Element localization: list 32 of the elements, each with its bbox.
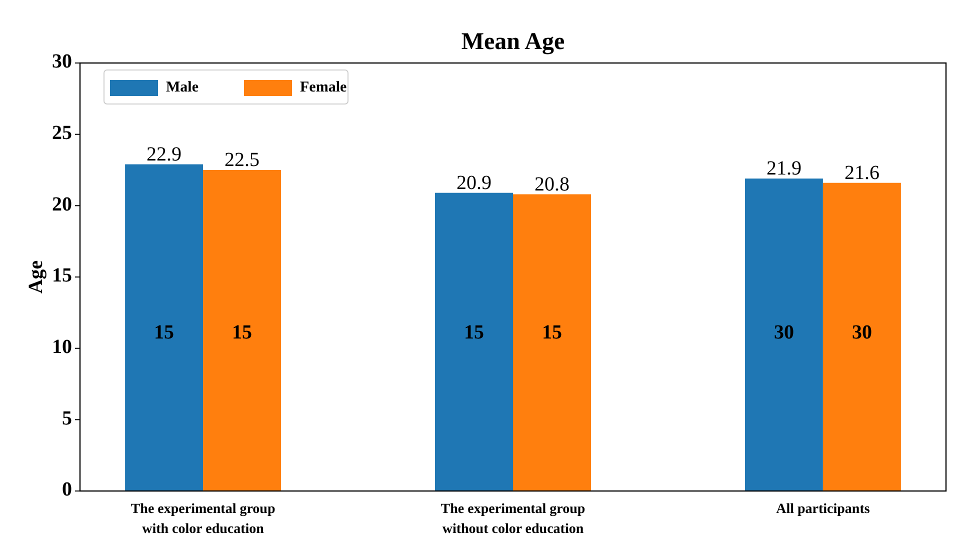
chart-title: Mean Age [461,29,566,55]
annotation: 30 [852,322,872,344]
bar [822,182,901,491]
y-tick-label: 25 [52,122,72,144]
annotation: 30 [774,322,794,344]
y-tick-label: 0 [62,478,72,501]
bar [744,178,823,491]
x-tick-label: The experimental group without color education [440,502,586,534]
y-tick-label: 20 [52,193,72,216]
data-label: 20.8 [534,173,570,196]
data-label: 22.9 [146,143,182,166]
annotation: 15 [464,322,484,344]
bar [203,170,282,491]
legend-label: Female [300,79,347,96]
data-label: 20.9 [456,172,492,194]
annotation: 15 [542,322,562,344]
legend-label: Male [166,79,199,96]
bar [513,194,591,491]
bar [435,192,513,491]
y-tick-label: 10 [52,336,72,358]
y-tick-label: 15 [52,264,72,287]
y-tick-label: 5 [62,407,72,430]
x-tick-label: The experimental group with color education [130,502,276,534]
bar [125,164,204,491]
annotation: 15 [154,322,174,344]
x-tick-label: All participants [776,502,870,517]
annotation: 15 [232,322,252,344]
data-label: 21.6 [844,162,880,184]
y-tick-label: 30 [52,50,72,73]
data-label: 21.9 [766,158,802,180]
data-label: 22.5 [224,149,260,171]
y-axis-title: Age [25,260,47,294]
